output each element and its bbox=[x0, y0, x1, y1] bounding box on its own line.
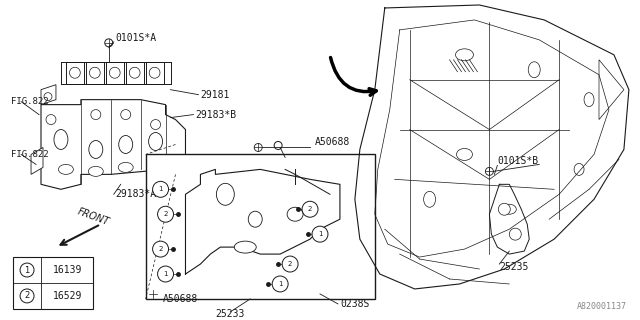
Bar bbox=[13, 257, 93, 309]
Circle shape bbox=[20, 263, 34, 277]
Ellipse shape bbox=[129, 67, 140, 78]
Circle shape bbox=[152, 241, 168, 257]
Text: 16139: 16139 bbox=[53, 265, 83, 275]
Circle shape bbox=[157, 206, 173, 222]
Text: FRONT: FRONT bbox=[76, 206, 111, 227]
Ellipse shape bbox=[54, 130, 68, 149]
Polygon shape bbox=[41, 100, 186, 189]
Ellipse shape bbox=[58, 164, 74, 174]
Circle shape bbox=[314, 289, 322, 297]
Circle shape bbox=[302, 201, 318, 217]
Text: 1: 1 bbox=[278, 281, 282, 287]
Ellipse shape bbox=[90, 67, 100, 78]
Bar bbox=[106, 62, 124, 84]
Ellipse shape bbox=[216, 183, 234, 205]
Circle shape bbox=[46, 115, 56, 124]
Ellipse shape bbox=[456, 49, 474, 61]
Circle shape bbox=[157, 266, 173, 282]
Text: FIG.822: FIG.822 bbox=[11, 150, 49, 159]
Circle shape bbox=[152, 181, 168, 197]
Polygon shape bbox=[31, 148, 43, 174]
Text: 16529: 16529 bbox=[53, 291, 83, 301]
Text: 2: 2 bbox=[24, 292, 29, 300]
Circle shape bbox=[121, 110, 131, 120]
Circle shape bbox=[274, 141, 282, 149]
Text: 29181: 29181 bbox=[200, 90, 230, 100]
Ellipse shape bbox=[119, 135, 132, 154]
Ellipse shape bbox=[234, 241, 256, 253]
Text: A820001137: A820001137 bbox=[577, 302, 627, 311]
Ellipse shape bbox=[70, 67, 80, 78]
Bar bbox=[146, 62, 164, 84]
Ellipse shape bbox=[424, 191, 436, 207]
Circle shape bbox=[509, 228, 521, 240]
Text: A50688: A50688 bbox=[163, 294, 198, 304]
Text: 29183*B: 29183*B bbox=[195, 109, 237, 120]
Bar bbox=[125, 62, 143, 84]
Text: 25233: 25233 bbox=[216, 309, 245, 319]
Circle shape bbox=[105, 39, 113, 47]
Ellipse shape bbox=[574, 164, 584, 175]
Text: 1: 1 bbox=[158, 186, 163, 192]
Bar bbox=[66, 62, 84, 84]
Ellipse shape bbox=[118, 163, 133, 172]
Circle shape bbox=[272, 276, 288, 292]
Text: 2: 2 bbox=[288, 261, 292, 267]
Text: FIG.822: FIG.822 bbox=[11, 97, 49, 106]
Polygon shape bbox=[599, 60, 624, 120]
Polygon shape bbox=[41, 85, 56, 105]
Circle shape bbox=[254, 143, 262, 151]
Text: 0238S: 0238S bbox=[340, 299, 369, 309]
Ellipse shape bbox=[248, 211, 262, 227]
Circle shape bbox=[20, 289, 34, 303]
Text: 0101S*B: 0101S*B bbox=[497, 156, 538, 166]
Ellipse shape bbox=[149, 67, 160, 78]
Text: 25235: 25235 bbox=[499, 262, 529, 272]
Text: 1: 1 bbox=[317, 231, 323, 237]
Ellipse shape bbox=[584, 93, 594, 107]
Circle shape bbox=[148, 290, 157, 298]
Bar bbox=[146, 155, 375, 299]
Ellipse shape bbox=[89, 140, 103, 158]
Circle shape bbox=[91, 110, 100, 120]
Circle shape bbox=[282, 256, 298, 272]
Circle shape bbox=[312, 226, 328, 242]
Ellipse shape bbox=[109, 67, 120, 78]
Ellipse shape bbox=[88, 166, 103, 176]
Text: A50688: A50688 bbox=[315, 138, 350, 148]
Ellipse shape bbox=[287, 207, 303, 221]
Text: 29183*A: 29183*A bbox=[116, 189, 157, 199]
Text: 2: 2 bbox=[163, 211, 168, 217]
Text: 1: 1 bbox=[24, 266, 29, 275]
Circle shape bbox=[499, 203, 510, 215]
Circle shape bbox=[150, 120, 161, 130]
Circle shape bbox=[44, 93, 52, 100]
Ellipse shape bbox=[502, 204, 516, 214]
Text: 2: 2 bbox=[158, 246, 163, 252]
Text: 0101S*A: 0101S*A bbox=[116, 33, 157, 43]
Circle shape bbox=[485, 167, 493, 175]
Ellipse shape bbox=[148, 132, 163, 150]
Text: 1: 1 bbox=[163, 271, 168, 277]
Ellipse shape bbox=[456, 148, 472, 160]
Ellipse shape bbox=[528, 62, 540, 78]
Bar bbox=[86, 62, 104, 84]
Text: 2: 2 bbox=[308, 206, 312, 212]
